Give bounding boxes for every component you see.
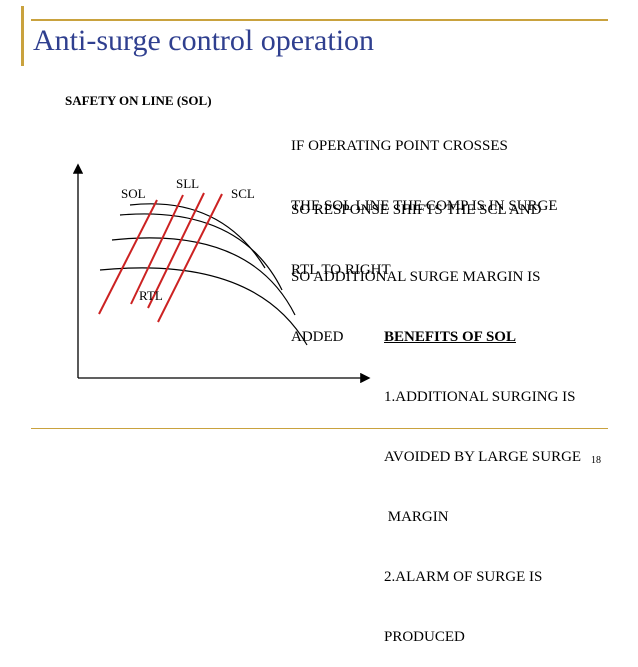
rtl-label: RTL <box>139 288 163 303</box>
benefit-line: MARGIN <box>384 509 449 525</box>
paragraph-surge-margin: SO ADDITIONAL SURGE MARGIN IS ADDED <box>291 227 540 367</box>
performance-curve-1 <box>129 203 266 269</box>
rtl-line <box>157 193 223 323</box>
paragraph-line: SO RESPONSE SHIFTS THE SCL AND <box>291 202 542 218</box>
sol-label: SOL <box>121 186 146 201</box>
page-number: 18 <box>591 455 601 466</box>
sol-line <box>98 199 158 315</box>
top-accent-rule <box>31 19 608 21</box>
performance-curve-2 <box>119 213 283 291</box>
benefits-block: BENEFITS OF SOL 1.ADDITIONAL SURGING IS … <box>384 287 581 667</box>
left-accent-rule <box>21 6 24 66</box>
benefit-line: 2.ALARM OF SURGE IS <box>384 569 543 585</box>
paragraph-line: IF OPERATING POINT CROSSES <box>291 138 508 154</box>
sll-line <box>130 194 184 305</box>
performance-curve-3 <box>111 237 296 316</box>
scl-line <box>147 192 205 309</box>
paragraph-line: SO ADDITIONAL SURGE MARGIN IS <box>291 269 541 285</box>
paragraph-line: RTL TO RIGHT <box>291 262 391 278</box>
sll-label: SLL <box>176 176 199 191</box>
paragraph-response-shift: SO RESPONSE SHIFTS THE SCL AND RTL TO RI… <box>291 160 541 300</box>
surge-control-diagram: SOL SLL SCL RTL <box>72 163 371 384</box>
bottom-accent-rule <box>31 428 608 429</box>
benefits-heading: BENEFITS OF SOL <box>384 329 516 345</box>
paragraph-line: ADDED <box>291 329 344 345</box>
subheading-sol: SAFETY ON LINE (SOL) <box>65 93 212 108</box>
performance-curve-4 <box>99 267 308 346</box>
benefit-line: AVOIDED BY LARGE SURGE <box>384 449 582 465</box>
benefit-line: PRODUCED <box>384 629 465 645</box>
scl-label: SCL <box>231 186 255 201</box>
benefit-line: 1.ADDITIONAL SURGING IS <box>384 389 576 405</box>
paragraph-surge-condition: IF OPERATING POINT CROSSES THE SOL LINE … <box>291 96 558 236</box>
paragraph-line: THE SOL LINE THE COMP IS IN SURGE <box>291 198 558 214</box>
slide-title: Anti-surge control operation <box>33 24 375 57</box>
